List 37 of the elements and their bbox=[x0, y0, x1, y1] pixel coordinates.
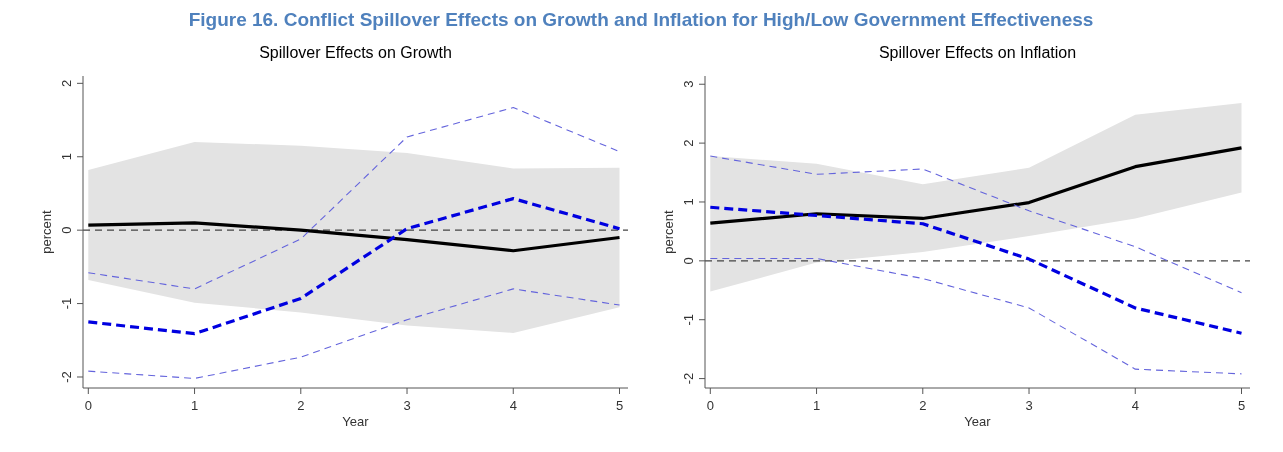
line-series bbox=[86, 197, 622, 336]
line-series bbox=[708, 205, 1244, 335]
y-tick-label: 0 bbox=[681, 257, 696, 265]
chart-title: Spillover Effects on Inflation bbox=[878, 44, 1077, 61]
x-tick-label: 5 bbox=[615, 398, 624, 413]
y-tick-label: 1 bbox=[681, 198, 696, 206]
x-tick-label: 2 bbox=[297, 398, 305, 413]
line-series bbox=[86, 221, 622, 253]
x-tick-label: 0 bbox=[706, 398, 714, 413]
y-tick-label: -1 bbox=[681, 313, 696, 326]
line-series bbox=[709, 155, 1243, 294]
x-tick-label: 0 bbox=[84, 398, 92, 413]
y-tick-label: -1 bbox=[59, 297, 74, 310]
y-tick-label: -2 bbox=[59, 371, 74, 383]
y-axis-title: percent bbox=[661, 209, 676, 254]
x-tick-label: 1 bbox=[812, 398, 821, 413]
x-tick-label: 1 bbox=[190, 398, 199, 413]
line-series bbox=[709, 257, 1243, 375]
y-tick-label: 2 bbox=[681, 139, 696, 147]
y-tick-label: 3 bbox=[681, 80, 696, 88]
x-axis-title: Year bbox=[342, 414, 370, 429]
line-series bbox=[87, 288, 621, 380]
y-tick-label: 2 bbox=[59, 79, 74, 87]
chart-title: Spillover Effects on Growth bbox=[259, 44, 452, 61]
x-tick-label: 3 bbox=[1025, 398, 1033, 413]
y-tick-label: 1 bbox=[59, 153, 74, 161]
x-axis-title: Year bbox=[964, 414, 992, 429]
caption: Figure 16. Conflict Spillover Effects on Growth and Inflation for High/Low Government Effectiveness bbox=[188, 9, 1094, 30]
x-tick-label: 2 bbox=[919, 398, 927, 413]
y-tick-label: 0 bbox=[59, 226, 74, 234]
x-tick-label: 4 bbox=[509, 398, 517, 413]
y-tick-label: -2 bbox=[681, 372, 696, 385]
x-tick-label: 3 bbox=[403, 398, 411, 413]
x-tick-label: 5 bbox=[1237, 398, 1246, 413]
line-series bbox=[708, 146, 1244, 225]
y-axis-title: percent bbox=[39, 209, 54, 254]
x-tick-label: 4 bbox=[1131, 398, 1139, 413]
